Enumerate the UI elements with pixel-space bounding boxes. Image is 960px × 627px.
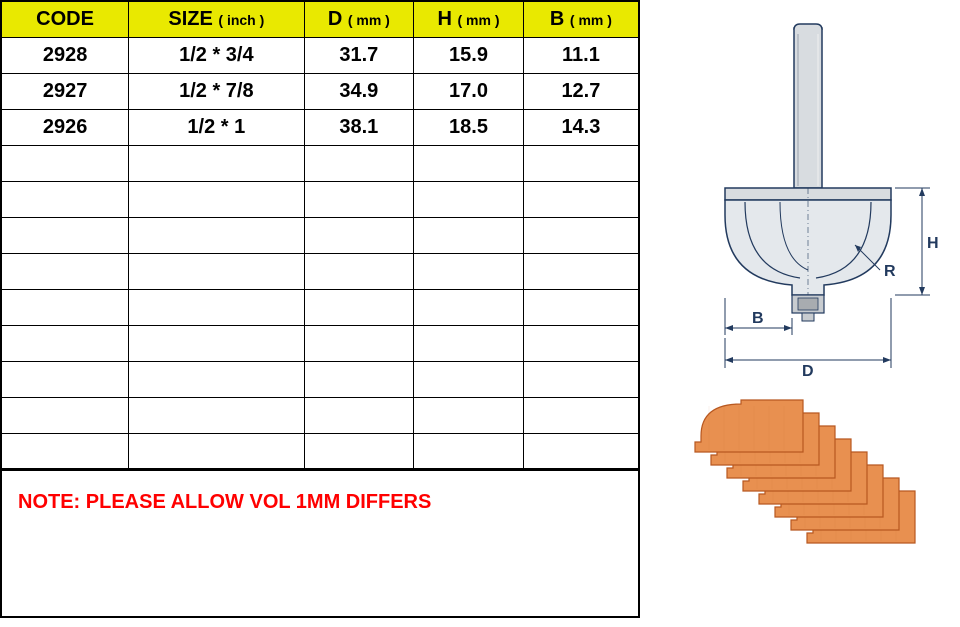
header-code-label: CODE	[36, 8, 94, 30]
cell-b: 12.7	[523, 73, 639, 109]
cell-empty	[523, 397, 639, 433]
cell-empty	[414, 217, 524, 253]
cell-code: 2926	[1, 109, 129, 145]
header-size-unit: ( inch )	[218, 12, 264, 28]
header-d: D ( mm )	[304, 1, 414, 37]
cell-empty	[304, 253, 414, 289]
cell-empty	[414, 397, 524, 433]
cell-empty	[414, 325, 524, 361]
header-h-label: H	[437, 8, 451, 30]
cell-empty	[129, 181, 304, 217]
cell-empty	[1, 325, 129, 361]
cell-empty	[304, 145, 414, 181]
cell-empty	[523, 145, 639, 181]
cell-code: 2928	[1, 37, 129, 73]
cell-empty	[304, 433, 414, 469]
cell-empty	[1, 145, 129, 181]
header-b-label: B	[550, 8, 564, 30]
header-size: SIZE ( inch )	[129, 1, 304, 37]
cell-empty	[414, 289, 524, 325]
cell-empty	[414, 145, 524, 181]
header-d-label: D	[328, 8, 342, 30]
cell-empty	[523, 433, 639, 469]
diagram-section: R H B D	[640, 0, 950, 618]
cell-empty	[523, 361, 639, 397]
wood-profile-samples	[685, 390, 935, 590]
cell-empty	[414, 181, 524, 217]
cell-empty	[1, 253, 129, 289]
cell-empty	[1, 217, 129, 253]
note-box: NOTE: PLEASE ALLOW VOL 1MM DIFFERS	[0, 470, 640, 618]
cell-code: 2927	[1, 73, 129, 109]
cell-size: 1/2 * 3/4	[129, 37, 304, 73]
cell-empty	[523, 325, 639, 361]
cell-empty	[523, 289, 639, 325]
cell-size: 1/2 * 7/8	[129, 73, 304, 109]
label-b: B	[752, 310, 764, 327]
table-row-empty	[1, 397, 639, 433]
cell-empty	[523, 181, 639, 217]
cell-empty	[523, 253, 639, 289]
table-row-empty	[1, 181, 639, 217]
label-h: H	[927, 235, 939, 252]
table-row: 29271/2 * 7/834.917.012.7	[1, 73, 639, 109]
label-r: R	[884, 263, 896, 280]
cell-empty	[304, 181, 414, 217]
cell-empty	[129, 289, 304, 325]
table-row-empty	[1, 253, 639, 289]
router-bit-diagram: R H B D	[680, 20, 940, 380]
header-code: CODE	[1, 1, 129, 37]
cell-empty	[414, 433, 524, 469]
cell-h: 18.5	[414, 109, 524, 145]
spec-table: CODE SIZE ( inch ) D ( mm ) H ( mm )	[0, 0, 640, 470]
cell-d: 31.7	[304, 37, 414, 73]
table-row-empty	[1, 289, 639, 325]
table-row: 29281/2 * 3/431.715.911.1	[1, 37, 639, 73]
cell-empty	[129, 145, 304, 181]
cell-empty	[1, 181, 129, 217]
cell-empty	[129, 253, 304, 289]
header-d-unit: ( mm )	[348, 12, 390, 28]
cell-empty	[414, 253, 524, 289]
table-row-empty	[1, 325, 639, 361]
cell-b: 14.3	[523, 109, 639, 145]
table-row-empty	[1, 217, 639, 253]
cell-empty	[129, 325, 304, 361]
cell-empty	[523, 217, 639, 253]
header-h: H ( mm )	[414, 1, 524, 37]
cell-empty	[129, 217, 304, 253]
cell-empty	[1, 397, 129, 433]
header-size-label: SIZE	[168, 8, 212, 30]
cell-empty	[304, 397, 414, 433]
cell-empty	[1, 433, 129, 469]
table-section: CODE SIZE ( inch ) D ( mm ) H ( mm )	[0, 0, 640, 618]
cell-empty	[304, 361, 414, 397]
cell-b: 11.1	[523, 37, 639, 73]
cell-empty	[304, 325, 414, 361]
table-row-empty	[1, 145, 639, 181]
cell-empty	[129, 433, 304, 469]
table-row-empty	[1, 433, 639, 469]
header-b-unit: ( mm )	[570, 12, 612, 28]
cell-d: 34.9	[304, 73, 414, 109]
cell-empty	[304, 289, 414, 325]
cell-h: 17.0	[414, 73, 524, 109]
label-d: D	[802, 363, 814, 380]
table-row-empty	[1, 361, 639, 397]
cell-d: 38.1	[304, 109, 414, 145]
cell-size: 1/2 * 1	[129, 109, 304, 145]
table-row: 29261/2 * 138.118.514.3	[1, 109, 639, 145]
header-row: CODE SIZE ( inch ) D ( mm ) H ( mm )	[1, 1, 639, 37]
cell-empty	[1, 361, 129, 397]
note-text: NOTE: PLEASE ALLOW VOL 1MM DIFFERS	[18, 491, 431, 513]
cell-empty	[129, 397, 304, 433]
header-b: B ( mm )	[523, 1, 639, 37]
header-h-unit: ( mm )	[458, 12, 500, 28]
cell-empty	[414, 361, 524, 397]
cell-h: 15.9	[414, 37, 524, 73]
cell-empty	[1, 289, 129, 325]
cell-empty	[129, 361, 304, 397]
cell-empty	[304, 217, 414, 253]
